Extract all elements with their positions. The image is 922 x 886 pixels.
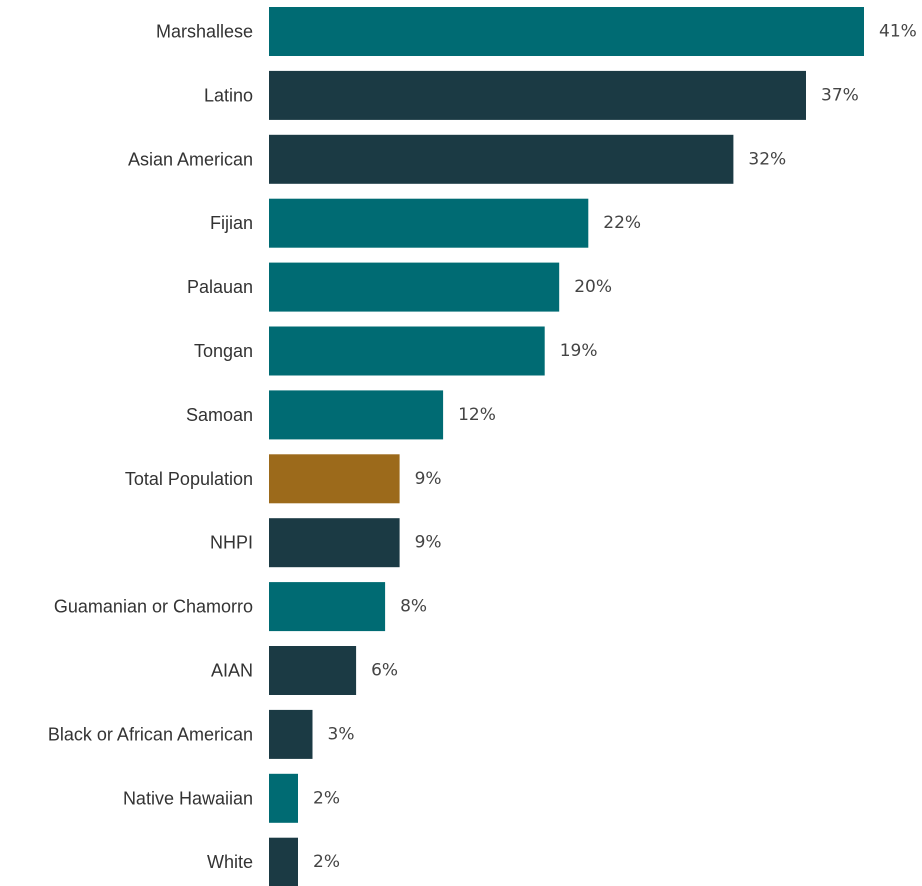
bar-guamanian-or-chamorro [269, 582, 386, 632]
category-label-total-population: Total Population [125, 469, 253, 489]
category-label-aian: AIAN [211, 661, 253, 681]
value-label-native-hawaiian: 2% [313, 788, 340, 808]
bar-palauan [269, 262, 560, 312]
value-label-white: 2% [313, 852, 340, 872]
bar-total-population [269, 454, 400, 504]
value-labels-group: 41% 37% 32% 22% 20% 19% 12% 9% 9% 8% 6% 3% 2% 2% [313, 22, 917, 873]
bar-tongan [269, 326, 545, 376]
value-label-latino: 37% [821, 85, 859, 105]
category-label-fijian: Fijian [210, 213, 253, 233]
value-label-samoan: 12% [458, 405, 496, 425]
bar-native-hawaiian [269, 773, 298, 823]
value-label-tongan: 19% [560, 341, 598, 361]
category-label-palauan: Palauan [187, 277, 253, 297]
value-label-black-or-african-american: 3% [328, 724, 355, 744]
category-label-nhpi: NHPI [210, 533, 253, 553]
category-label-latino: Latino [204, 85, 253, 105]
value-label-nhpi: 9% [415, 533, 442, 553]
bar-samoan [269, 390, 444, 440]
category-label-marshallese: Marshallese [156, 22, 253, 42]
bar-white [269, 837, 298, 886]
category-label-white: White [207, 852, 253, 872]
value-label-fijian: 22% [603, 213, 641, 233]
category-label-guamanian-or-chamorro: Guamanian or Chamorro [54, 597, 253, 617]
bar-nhpi [269, 518, 400, 568]
value-label-asian-american: 32% [748, 149, 786, 169]
category-label-tongan: Tongan [194, 341, 253, 361]
value-label-palauan: 20% [574, 277, 612, 297]
bar-latino [269, 70, 806, 120]
bar-black-or-african-american [269, 709, 313, 759]
category-label-native-hawaiian: Native Hawaiian [123, 788, 253, 808]
bars-group [269, 7, 864, 886]
bar-aian [269, 646, 357, 695]
value-label-marshallese: 41% [879, 22, 917, 42]
category-label-asian-american: Asian American [128, 149, 253, 169]
bar-fijian [269, 198, 589, 248]
bar-asian-american [269, 134, 734, 184]
category-label-samoan: Samoan [186, 405, 253, 425]
value-label-guamanian-or-chamorro: 8% [400, 597, 427, 617]
bar-marshallese [269, 7, 864, 56]
value-label-total-population: 9% [415, 469, 442, 489]
category-labels-group: Marshallese Latino Asian American Fijian Pal… [48, 22, 253, 873]
category-label-black-or-african-american: Black or African American [48, 724, 253, 744]
value-label-aian: 6% [371, 661, 398, 681]
